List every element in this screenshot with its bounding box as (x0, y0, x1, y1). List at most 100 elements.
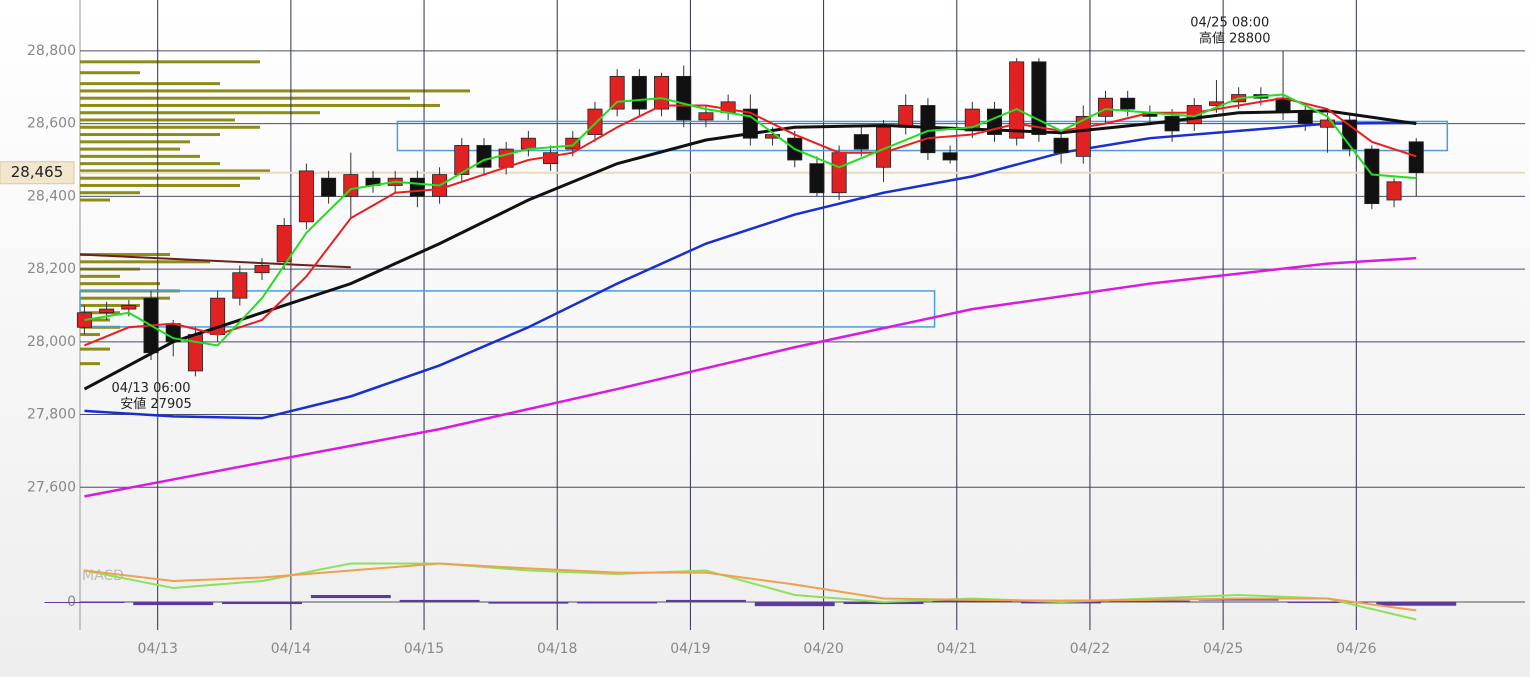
volume-profile-bar (80, 71, 140, 75)
volume-profile-bar (80, 96, 410, 100)
volume-profile-bar (80, 333, 100, 337)
candle-body (1009, 61, 1025, 139)
macd-histogram-bar (1109, 600, 1190, 603)
candle-body (1164, 115, 1180, 132)
macd-histogram-bar (222, 602, 302, 605)
candle-body (276, 225, 292, 263)
y-tick-label: 28,200 (27, 261, 76, 277)
moving-average (83, 109, 1417, 391)
volume-profile-bar (80, 198, 110, 202)
macd-histogram-bar (577, 602, 658, 604)
volume-profile-bar (80, 260, 210, 264)
volume-profile-bar (80, 103, 440, 107)
candle-body (698, 112, 714, 121)
volume-profile-bar (80, 133, 220, 137)
annotation: 04/13 06:00 (111, 381, 190, 396)
candle-body (920, 105, 936, 154)
candle-body (1053, 137, 1069, 154)
macd-histogram-bar (1198, 598, 1279, 601)
candle-body (1297, 112, 1313, 125)
volume-profile-bar (80, 82, 220, 86)
candle-body (232, 272, 248, 299)
current-price-label: 28,465 (11, 163, 64, 181)
annotation: 04/25 08:00 (1190, 15, 1269, 30)
x-tick-label: 04/26 (1336, 641, 1376, 657)
macd-line (84, 562, 1417, 612)
macd-histogram-bar (310, 595, 391, 599)
volume-profile-bar (80, 296, 170, 300)
trend-line (79, 253, 351, 269)
y-tick-label: 28,800 (27, 43, 76, 59)
volume-profile-bar (80, 176, 260, 180)
macd-histogram-bar (1376, 602, 1457, 606)
volume-profile-bar (80, 253, 170, 257)
macd-histogram-bar (665, 599, 746, 602)
candle-body (1031, 61, 1047, 135)
moving-average (84, 97, 1417, 347)
candle-body (498, 148, 514, 168)
x-tick-label: 04/21 (937, 641, 977, 657)
candle-body (1386, 181, 1402, 201)
macd-histogram-bar (44, 602, 125, 603)
candle-body (343, 174, 359, 197)
x-tick-label: 04/19 (670, 641, 710, 657)
volume-profile-bar (80, 89, 470, 93)
candle-body (298, 170, 314, 223)
x-tick-label: 04/18 (537, 641, 577, 657)
volume-profile-bar (80, 154, 200, 158)
volume-profile-bar (80, 60, 260, 64)
volume-profile-bar (80, 282, 160, 286)
y-tick-label: 27,600 (27, 479, 76, 495)
x-tick-label: 04/15 (404, 641, 444, 657)
candle-body (1097, 97, 1113, 117)
volume-profile-bar (80, 274, 120, 278)
candle-body (942, 152, 958, 161)
volume-profile-bar (80, 147, 180, 151)
candle-body (898, 105, 914, 128)
volume-profile-bar (80, 303, 140, 307)
candle-body (676, 75, 692, 121)
annotation: 安値 27905 (120, 396, 192, 412)
candle-body (520, 137, 536, 150)
candle-body (1120, 97, 1136, 110)
x-tick-label: 04/25 (1203, 641, 1243, 657)
y-tick-label: 28,600 (27, 116, 76, 132)
x-tick-label: 04/13 (138, 641, 178, 657)
candle-body (876, 126, 892, 168)
candle-body (121, 305, 137, 310)
macd-histogram-bar (843, 602, 924, 605)
volume-profile-bar (80, 183, 240, 187)
macd-histogram-bar (399, 599, 480, 602)
candle-body (609, 75, 625, 110)
candle-body (1364, 148, 1380, 205)
candle-body (831, 152, 847, 194)
candle-body (765, 134, 781, 139)
volume-profile-bar (80, 140, 190, 144)
volume-profile-bar (80, 169, 270, 173)
y-tick-label: 28,400 (27, 188, 76, 204)
annotation: 高値 28800 (1199, 30, 1271, 46)
moving-average (84, 93, 1417, 347)
macd-line (84, 562, 1417, 621)
volume-profile-bar (80, 191, 140, 195)
candle-body (321, 177, 337, 197)
candle-body (254, 265, 270, 274)
volume-profile-bar (80, 347, 110, 351)
y-tick-label: 28,000 (27, 334, 76, 350)
macd-histogram-bar (133, 602, 214, 606)
candle-body (565, 137, 581, 150)
volume-profile-bar (80, 362, 100, 366)
candle-body (587, 108, 603, 135)
candle-body (853, 134, 869, 150)
x-tick-label: 04/22 (1070, 641, 1110, 657)
candle-body (99, 308, 115, 314)
volume-profile-bar (80, 125, 260, 129)
macd-histogram-bar (754, 602, 835, 607)
macd-histogram-bar (488, 602, 569, 604)
candle-body (1319, 119, 1335, 128)
candle-body (409, 177, 425, 197)
moving-average (84, 256, 1417, 498)
macd-histogram-bar (1287, 602, 1368, 603)
candle-body (809, 163, 825, 194)
